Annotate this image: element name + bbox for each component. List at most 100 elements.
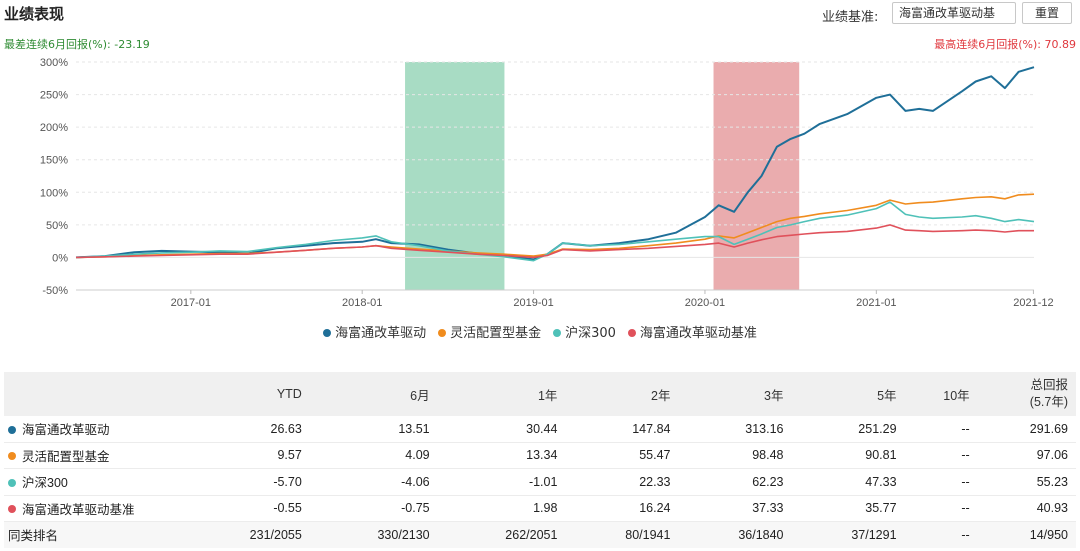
table-cell: 26.63 bbox=[182, 416, 310, 443]
series-dot-icon bbox=[8, 425, 16, 434]
table-cell: 313.16 bbox=[678, 416, 792, 443]
x-tick-label: 2020-01 bbox=[685, 297, 725, 309]
section-title: 业绩表现 bbox=[4, 5, 65, 23]
performance-table: YTD 6月 1年 2年 3年 5年 10年 总回报 (5.7年) 海富通改革驱动 26.63 13… bbox=[4, 372, 1076, 548]
table-cell: 262/2051 bbox=[437, 521, 566, 548]
legend-item-3[interactable]: 海富通改革驱动基准 bbox=[627, 322, 757, 341]
series-dot-icon bbox=[8, 505, 16, 514]
legend-dot-icon bbox=[553, 328, 562, 337]
table-cell: 22.33 bbox=[565, 468, 679, 496]
table-row: 灵活配置型基金 9.57 4.09 13.34 55.47 98.48 90.81 -- 97.… bbox=[4, 442, 1076, 469]
legend-label: 沪深300 bbox=[565, 326, 616, 341]
table-cell: 62.23 bbox=[678, 468, 792, 496]
column-header: 5年 bbox=[791, 372, 905, 416]
row-name: 海富通改革驱动基准 bbox=[4, 495, 182, 522]
row-name: 沪深300 bbox=[4, 468, 182, 496]
table-cell: 291.69 bbox=[977, 416, 1076, 443]
header: 业绩表现 业绩基准: 海富通改革驱动基 重置 bbox=[0, 0, 1080, 28]
y-tick-label: -50% bbox=[42, 285, 68, 297]
table-cell: -0.55 bbox=[182, 495, 310, 522]
table-cell: 231/2055 bbox=[182, 521, 310, 548]
table-cell: 330/2130 bbox=[309, 521, 438, 548]
table-cell: 14/950 bbox=[977, 521, 1076, 548]
series-line-2 bbox=[75, 201, 1035, 262]
row-name: 海富通改革驱动 bbox=[4, 416, 182, 443]
table-cell: -- bbox=[904, 442, 978, 469]
table-header-row: YTD 6月 1年 2年 3年 5年 10年 总回报 (5.7年) bbox=[4, 372, 1076, 416]
table-cell: -- bbox=[904, 468, 978, 496]
column-header: 6月 bbox=[309, 372, 438, 416]
column-header: 1年 bbox=[437, 372, 566, 416]
chart-legend: 海富通改革驱动 灵活配置型基金 沪深300 海富通改革驱动基准 bbox=[0, 322, 1080, 341]
table-cell: 13.51 bbox=[309, 416, 438, 443]
table-cell: 147.84 bbox=[565, 416, 679, 443]
y-tick-label: 150% bbox=[40, 155, 68, 167]
legend-label: 海富通改革驱动 bbox=[335, 326, 427, 341]
table-cell: 55.47 bbox=[565, 442, 679, 469]
table-row: 海富通改革驱动基准 -0.55 -0.75 1.98 16.24 37.33 35.77 --… bbox=[4, 495, 1076, 522]
table-cell: 98.48 bbox=[678, 442, 792, 469]
column-header: YTD bbox=[182, 372, 310, 416]
y-tick-label: 300% bbox=[40, 57, 68, 69]
column-header-total: 总回报 (5.7年) bbox=[977, 372, 1076, 416]
benchmark-select-button[interactable]: 海富通改革驱动基 bbox=[892, 2, 1016, 24]
performance-chart: 300% 250% 200% 150% 100% 50% 0% -50% 2017-01 2018… bbox=[40, 57, 1054, 309]
y-tick-label: 0% bbox=[52, 252, 68, 264]
table-cell: 47.33 bbox=[791, 468, 905, 496]
table-row: 海富通改革驱动 26.63 13.51 30.44 147.84 313.16 251.29… bbox=[4, 416, 1076, 443]
x-tick-label: 2021-12 bbox=[1013, 297, 1053, 309]
table-cell: -- bbox=[904, 521, 978, 548]
table-cell: -4.06 bbox=[309, 468, 438, 496]
table-cell: 55.23 bbox=[977, 468, 1076, 496]
table-cell: 30.44 bbox=[437, 416, 566, 443]
y-tick-label: 250% bbox=[40, 90, 68, 102]
table-cell: -1.01 bbox=[437, 468, 566, 496]
table-cell: 80/1941 bbox=[565, 521, 679, 548]
table-row: 沪深300 -5.70 -4.06 -1.01 22.33 62.23 47.33 -- 55.… bbox=[4, 468, 1076, 496]
best-6m-return-label: 最高连续6月回报(%): 70.89 bbox=[934, 38, 1076, 51]
table-cell: -0.75 bbox=[309, 495, 438, 522]
y-tick-label: 100% bbox=[40, 187, 68, 199]
legend-dot-icon bbox=[438, 328, 447, 337]
x-tick-label: 2021-01 bbox=[856, 297, 896, 309]
table-cell: 90.81 bbox=[791, 442, 905, 469]
x-tick-label: 2019-01 bbox=[513, 297, 553, 309]
shaded-region-1 bbox=[713, 62, 800, 290]
table-cell: 36/1840 bbox=[678, 521, 792, 548]
legend-item-0[interactable]: 海富通改革驱动 bbox=[323, 322, 426, 341]
legend-label: 灵活配置型基金 bbox=[450, 326, 542, 341]
row-name: 灵活配置型基金 bbox=[4, 442, 182, 469]
table-cell: -- bbox=[904, 495, 978, 522]
table-cell: 97.06 bbox=[977, 442, 1076, 469]
table-cell: 13.34 bbox=[437, 442, 566, 469]
series-dot-icon bbox=[8, 478, 16, 487]
column-header: 10年 bbox=[904, 372, 978, 416]
column-header: 2年 bbox=[565, 372, 679, 416]
rank-row: 同类排名 231/2055 330/2130 262/2051 80/1941 36/18… bbox=[4, 521, 1076, 548]
table-cell: 9.57 bbox=[182, 442, 310, 469]
table-cell: 40.93 bbox=[977, 495, 1076, 522]
reset-button[interactable]: 重置 bbox=[1022, 2, 1072, 24]
series-line-0 bbox=[75, 66, 1035, 261]
series-line-3 bbox=[75, 224, 1034, 259]
table-cell: 35.77 bbox=[791, 495, 905, 522]
legend-item-2[interactable]: 沪深300 bbox=[553, 322, 616, 341]
y-tick-label: 50% bbox=[46, 220, 68, 232]
x-tick-label: 2017-01 bbox=[171, 297, 211, 309]
legend-dot-icon bbox=[627, 328, 636, 337]
table-cell: -5.70 bbox=[182, 468, 310, 496]
table-cell: 37.33 bbox=[678, 495, 792, 522]
legend-label: 海富通改革驱动基准 bbox=[639, 326, 757, 341]
benchmark-label: 业绩基准: bbox=[822, 10, 879, 25]
worst-6m-return-label: 最差连续6月回报(%): -23.19 bbox=[4, 38, 150, 51]
x-tick-label: 2018-01 bbox=[342, 297, 382, 309]
table-cell: 251.29 bbox=[791, 416, 905, 443]
column-header: 3年 bbox=[678, 372, 792, 416]
y-tick-label: 200% bbox=[40, 122, 68, 134]
row-name: 同类排名 bbox=[4, 521, 182, 548]
table-cell: 37/1291 bbox=[791, 521, 905, 548]
table-cell: -- bbox=[904, 416, 978, 443]
table-cell: 16.24 bbox=[565, 495, 679, 522]
table-cell: 1.98 bbox=[437, 495, 566, 522]
legend-item-1[interactable]: 灵活配置型基金 bbox=[438, 322, 541, 341]
